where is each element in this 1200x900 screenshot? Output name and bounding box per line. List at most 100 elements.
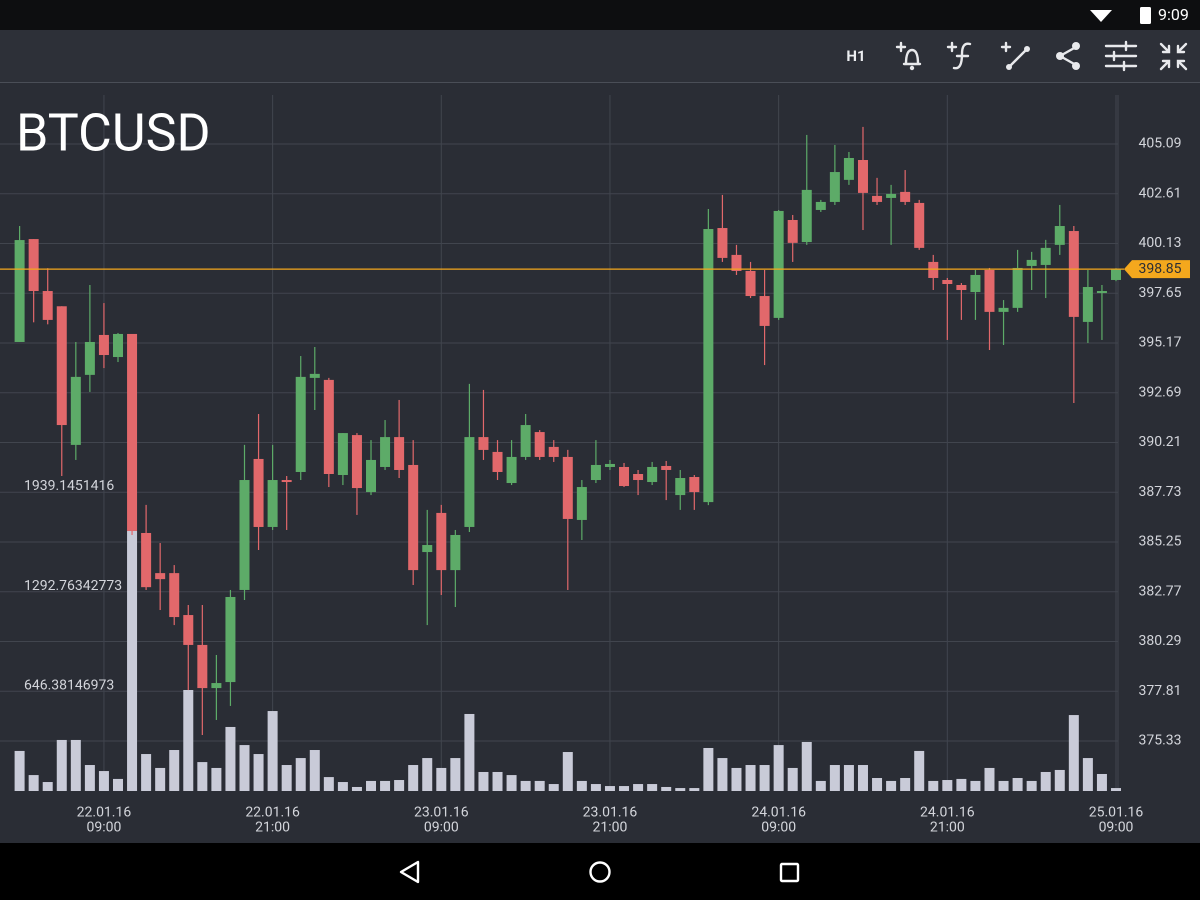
chart-title: BTCUSD (16, 103, 211, 164)
volume-tick-label: 646.38146973 (24, 678, 114, 694)
candle-body (239, 480, 250, 590)
candle-body (337, 433, 348, 476)
candle-body (28, 239, 39, 292)
x-tick-date: 24.01.16 (920, 805, 975, 821)
volume-bar (970, 780, 981, 791)
volume-bar (1111, 788, 1121, 791)
volume-bar (675, 788, 686, 791)
candle-body (998, 307, 1009, 312)
volume-bar (1040, 771, 1051, 791)
back-button[interactable] (399, 860, 420, 884)
y-tick-label: 397.65 (1138, 285, 1181, 301)
drawing-button[interactable] (1000, 41, 1030, 70)
x-tick-date: 23.01.16 (414, 805, 469, 821)
candle-body (970, 274, 981, 293)
candle-body (506, 456, 517, 484)
candle-body (1040, 247, 1051, 265)
volume-bar (506, 775, 517, 791)
collapse-button[interactable] (1159, 42, 1188, 71)
candle-body (323, 379, 334, 474)
home-button[interactable] (589, 861, 611, 883)
y-tick-label: 387.73 (1138, 484, 1181, 500)
volume-bar (14, 750, 25, 791)
candle-body (98, 334, 109, 356)
volume-bar (829, 765, 840, 791)
volume-bar (984, 767, 995, 791)
candle-body (225, 596, 236, 683)
volume-bar (464, 713, 475, 791)
y-tick-label: 392.69 (1138, 384, 1181, 400)
candle-body (169, 573, 180, 618)
candle-body (183, 615, 194, 645)
candle-body (647, 466, 658, 483)
candle-body (1012, 267, 1023, 308)
candle-body (886, 193, 897, 198)
alert-button[interactable] (895, 41, 922, 71)
candle-body (464, 437, 475, 527)
x-tick-time: 09:00 (87, 820, 122, 836)
volume-bar (886, 780, 897, 791)
candle-body (197, 644, 208, 689)
candle-body (604, 463, 615, 467)
candle-body (548, 446, 559, 457)
candle-body (984, 269, 995, 312)
volume-bar (1054, 769, 1065, 791)
volume-bar (745, 765, 756, 791)
candle-body (141, 532, 152, 588)
candle-body (351, 435, 362, 489)
battery-icon (1140, 7, 1151, 24)
candle-body (1026, 259, 1037, 266)
candle-body (829, 172, 840, 202)
indicator-button[interactable] (946, 41, 972, 70)
volume-bar (604, 786, 615, 791)
candle-body (14, 240, 25, 342)
volume-bar (928, 780, 939, 791)
volume-bar (28, 775, 39, 791)
volume-bar (689, 788, 700, 791)
volume-bar (1012, 778, 1023, 791)
volume-bar (56, 739, 67, 791)
volume-bar (998, 780, 1009, 791)
volume-bar (253, 754, 264, 791)
candle-body (689, 477, 700, 493)
volume-bar (281, 765, 292, 791)
recents-button[interactable] (779, 862, 800, 883)
candle-body (914, 202, 925, 248)
volume-bar (872, 778, 883, 791)
volume-bar (197, 762, 208, 791)
candle-body (380, 437, 391, 467)
share-button[interactable] (1056, 42, 1080, 70)
timeframe-button[interactable]: H1 (846, 47, 865, 65)
volume-bar (773, 745, 784, 791)
x-tick-date: 24.01.16 (751, 805, 806, 821)
volume-bar (562, 752, 573, 791)
volume-bar (548, 784, 559, 791)
volume-bar (857, 765, 868, 791)
volume-bar (422, 758, 433, 791)
volume-bar (1068, 715, 1079, 791)
candle-body (590, 464, 601, 481)
candle-body (717, 228, 728, 258)
volume-bar (436, 767, 447, 791)
candle-body (619, 466, 630, 487)
volume-bar (239, 745, 250, 791)
candle-body (703, 229, 714, 503)
settings-button[interactable] (1104, 40, 1138, 72)
candle-body (843, 157, 854, 180)
plot: 405.09 402.61 400.13 397.65 395.17 392.69 390.… (0, 95, 1190, 836)
candle-body (576, 487, 587, 520)
candle-body (633, 473, 644, 481)
wifi-icon (1090, 10, 1112, 22)
x-tick-time: 09:00 (1099, 820, 1134, 836)
candle-body (478, 437, 489, 450)
x-tick-date: 25.01.16 (1089, 805, 1144, 821)
candle-body (942, 279, 953, 284)
candle-body (801, 189, 812, 243)
candle-body (773, 210, 784, 318)
last-price-tag (1124, 260, 1190, 279)
volume-bar (590, 784, 601, 791)
candle-body (745, 270, 756, 297)
volume-bar (225, 726, 236, 791)
volume-bar (1082, 758, 1093, 791)
